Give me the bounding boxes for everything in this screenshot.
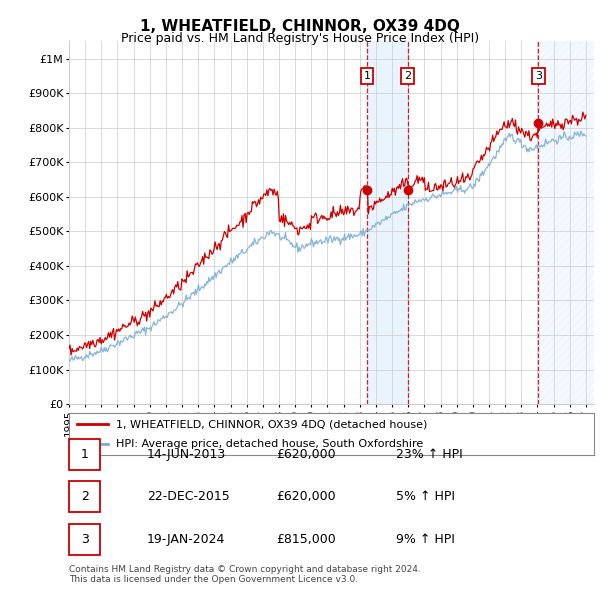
Text: 3: 3 (80, 533, 89, 546)
Text: 1, WHEATFIELD, CHINNOR, OX39 4DQ: 1, WHEATFIELD, CHINNOR, OX39 4DQ (140, 19, 460, 34)
Text: HPI: Average price, detached house, South Oxfordshire: HPI: Average price, detached house, Sout… (116, 440, 424, 450)
Text: Contains HM Land Registry data © Crown copyright and database right 2024.
This d: Contains HM Land Registry data © Crown c… (69, 565, 421, 584)
Text: 14-JUN-2013: 14-JUN-2013 (147, 448, 226, 461)
Text: 3: 3 (535, 71, 542, 81)
Text: £815,000: £815,000 (276, 533, 336, 546)
Text: £620,000: £620,000 (276, 490, 335, 503)
Bar (367, 41, 408, 404)
Text: 22-DEC-2015: 22-DEC-2015 (147, 490, 230, 503)
Text: 1, WHEATFIELD, CHINNOR, OX39 4DQ (detached house): 1, WHEATFIELD, CHINNOR, OX39 4DQ (detach… (116, 419, 428, 429)
Text: 2: 2 (404, 71, 412, 81)
Bar (538, 41, 594, 404)
Text: 1: 1 (80, 448, 89, 461)
Text: 1: 1 (364, 71, 371, 81)
Text: £620,000: £620,000 (276, 448, 335, 461)
Text: 5% ↑ HPI: 5% ↑ HPI (396, 490, 455, 503)
Text: 23% ↑ HPI: 23% ↑ HPI (396, 448, 463, 461)
Text: Price paid vs. HM Land Registry's House Price Index (HPI): Price paid vs. HM Land Registry's House … (121, 32, 479, 45)
Text: 19-JAN-2024: 19-JAN-2024 (147, 533, 226, 546)
Text: 2: 2 (80, 490, 89, 503)
Text: 9% ↑ HPI: 9% ↑ HPI (396, 533, 455, 546)
